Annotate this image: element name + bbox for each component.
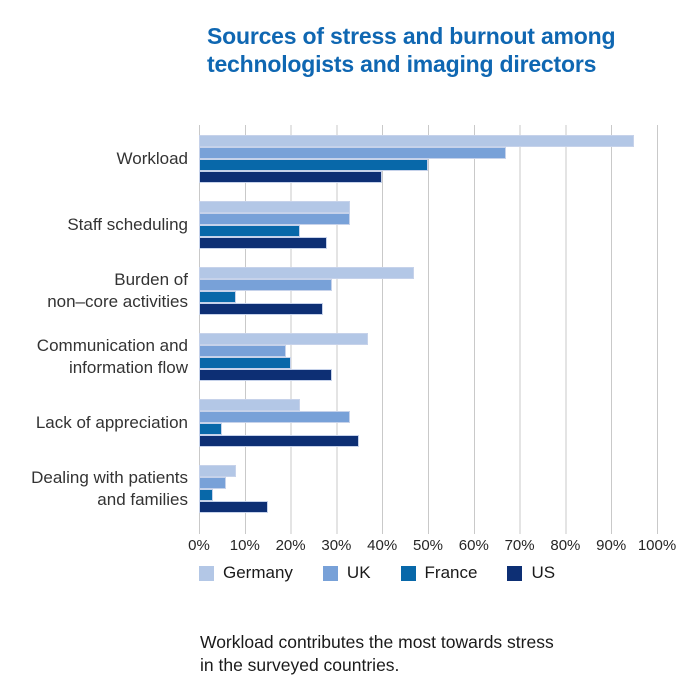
legend-item-uk: UK <box>322 563 371 583</box>
bar-france <box>199 423 222 435</box>
legend-swatch <box>400 565 416 581</box>
category-label-line: Communication and <box>36 336 188 356</box>
bar-france <box>199 159 428 171</box>
x-axis-tick-label: 40% <box>367 537 398 554</box>
legend-swatch <box>322 565 338 581</box>
bar-france <box>199 357 291 369</box>
bar-france <box>199 489 213 501</box>
x-axis-tick-label: 10% <box>229 537 260 554</box>
category-label-line: and families <box>97 490 188 509</box>
x-axis-tick-label: 20% <box>275 537 306 554</box>
bar-germany <box>199 465 236 477</box>
legend-label: US <box>531 563 556 582</box>
category-label-line: Dealing with patients <box>31 468 188 488</box>
legend-swatch <box>199 565 214 581</box>
x-axis-tick-label: 90% <box>596 537 627 554</box>
x-axis-tick-label: 80% <box>550 537 581 554</box>
bar-uk <box>199 477 227 489</box>
bar-uk <box>199 147 506 159</box>
plot-area <box>199 125 658 534</box>
bar-group <box>199 465 658 513</box>
category-label: Burden of non–core activities <box>0 267 188 315</box>
bar-uk <box>199 411 351 423</box>
bar-uk <box>199 345 287 357</box>
category-label-line: Lack of appreciation <box>35 413 188 433</box>
x-axis-tick-label: 100% <box>637 537 677 554</box>
category-label: Staff scheduling <box>0 201 188 249</box>
x-axis: 0% 10% 20% 30% 40% 50% 60% 70% 80% 90% 100% <box>188 537 676 555</box>
bar-us <box>199 237 328 249</box>
legend: Germany UK France US <box>199 563 555 583</box>
bar-group <box>199 267 658 315</box>
chart-title: Sources of stress and burnout among tech… <box>207 22 647 78</box>
category-label: Lack of appreciation <box>0 399 188 447</box>
bar-us <box>199 501 268 513</box>
legend-label: Germany <box>223 563 293 582</box>
bar-group <box>199 333 658 381</box>
bar-germany <box>199 201 351 213</box>
legend-item-germany: Germany <box>199 563 293 583</box>
chart-title-line2: technologists and imaging directors <box>207 51 597 78</box>
bar-germany <box>199 135 635 147</box>
category-labels: Workload Staff scheduling Burden of non–cor… <box>0 125 188 531</box>
x-axis-tick-label: 0% <box>188 537 210 554</box>
bar-uk <box>199 213 351 225</box>
bar-germany <box>199 267 415 279</box>
chart-title-line1: Sources of stress and burnout among <box>207 23 616 49</box>
category-label-line: non–core activities <box>47 292 188 311</box>
footnote: Workload contributes the most towards st… <box>200 632 554 676</box>
category-label-line: Burden of <box>114 270 188 290</box>
bar-group <box>199 135 658 183</box>
category-label: Dealing with patients and families <box>0 465 188 513</box>
bar-us <box>199 171 383 183</box>
category-label: Communication and information flow <box>0 333 188 381</box>
legend-item-france: France <box>400 563 478 583</box>
x-axis-tick-label: 50% <box>412 537 444 554</box>
category-label-line: information flow <box>68 358 188 377</box>
bar-france <box>199 291 236 303</box>
category-label: Workload <box>0 135 189 183</box>
category-label-line: Staff scheduling <box>67 215 188 235</box>
legend-swatch <box>507 565 523 581</box>
legend-label: UK <box>346 563 371 582</box>
bar-germany <box>199 333 369 345</box>
bar-group <box>199 201 658 249</box>
bar-germany <box>199 399 300 411</box>
category-label-line: Workload <box>116 149 189 169</box>
bar-group <box>199 399 658 447</box>
legend-item-us: US <box>507 563 555 583</box>
bars-container <box>199 125 658 513</box>
x-axis-tick-label: 60% <box>458 537 489 554</box>
x-axis-tick-label: 30% <box>321 537 352 554</box>
bar-uk <box>199 279 332 291</box>
bar-france <box>199 225 300 237</box>
bar-us <box>199 435 360 447</box>
bar-us <box>199 303 323 315</box>
bar-us <box>199 369 332 381</box>
legend-label: France <box>424 563 478 582</box>
x-axis-tick-label: 70% <box>504 537 535 554</box>
